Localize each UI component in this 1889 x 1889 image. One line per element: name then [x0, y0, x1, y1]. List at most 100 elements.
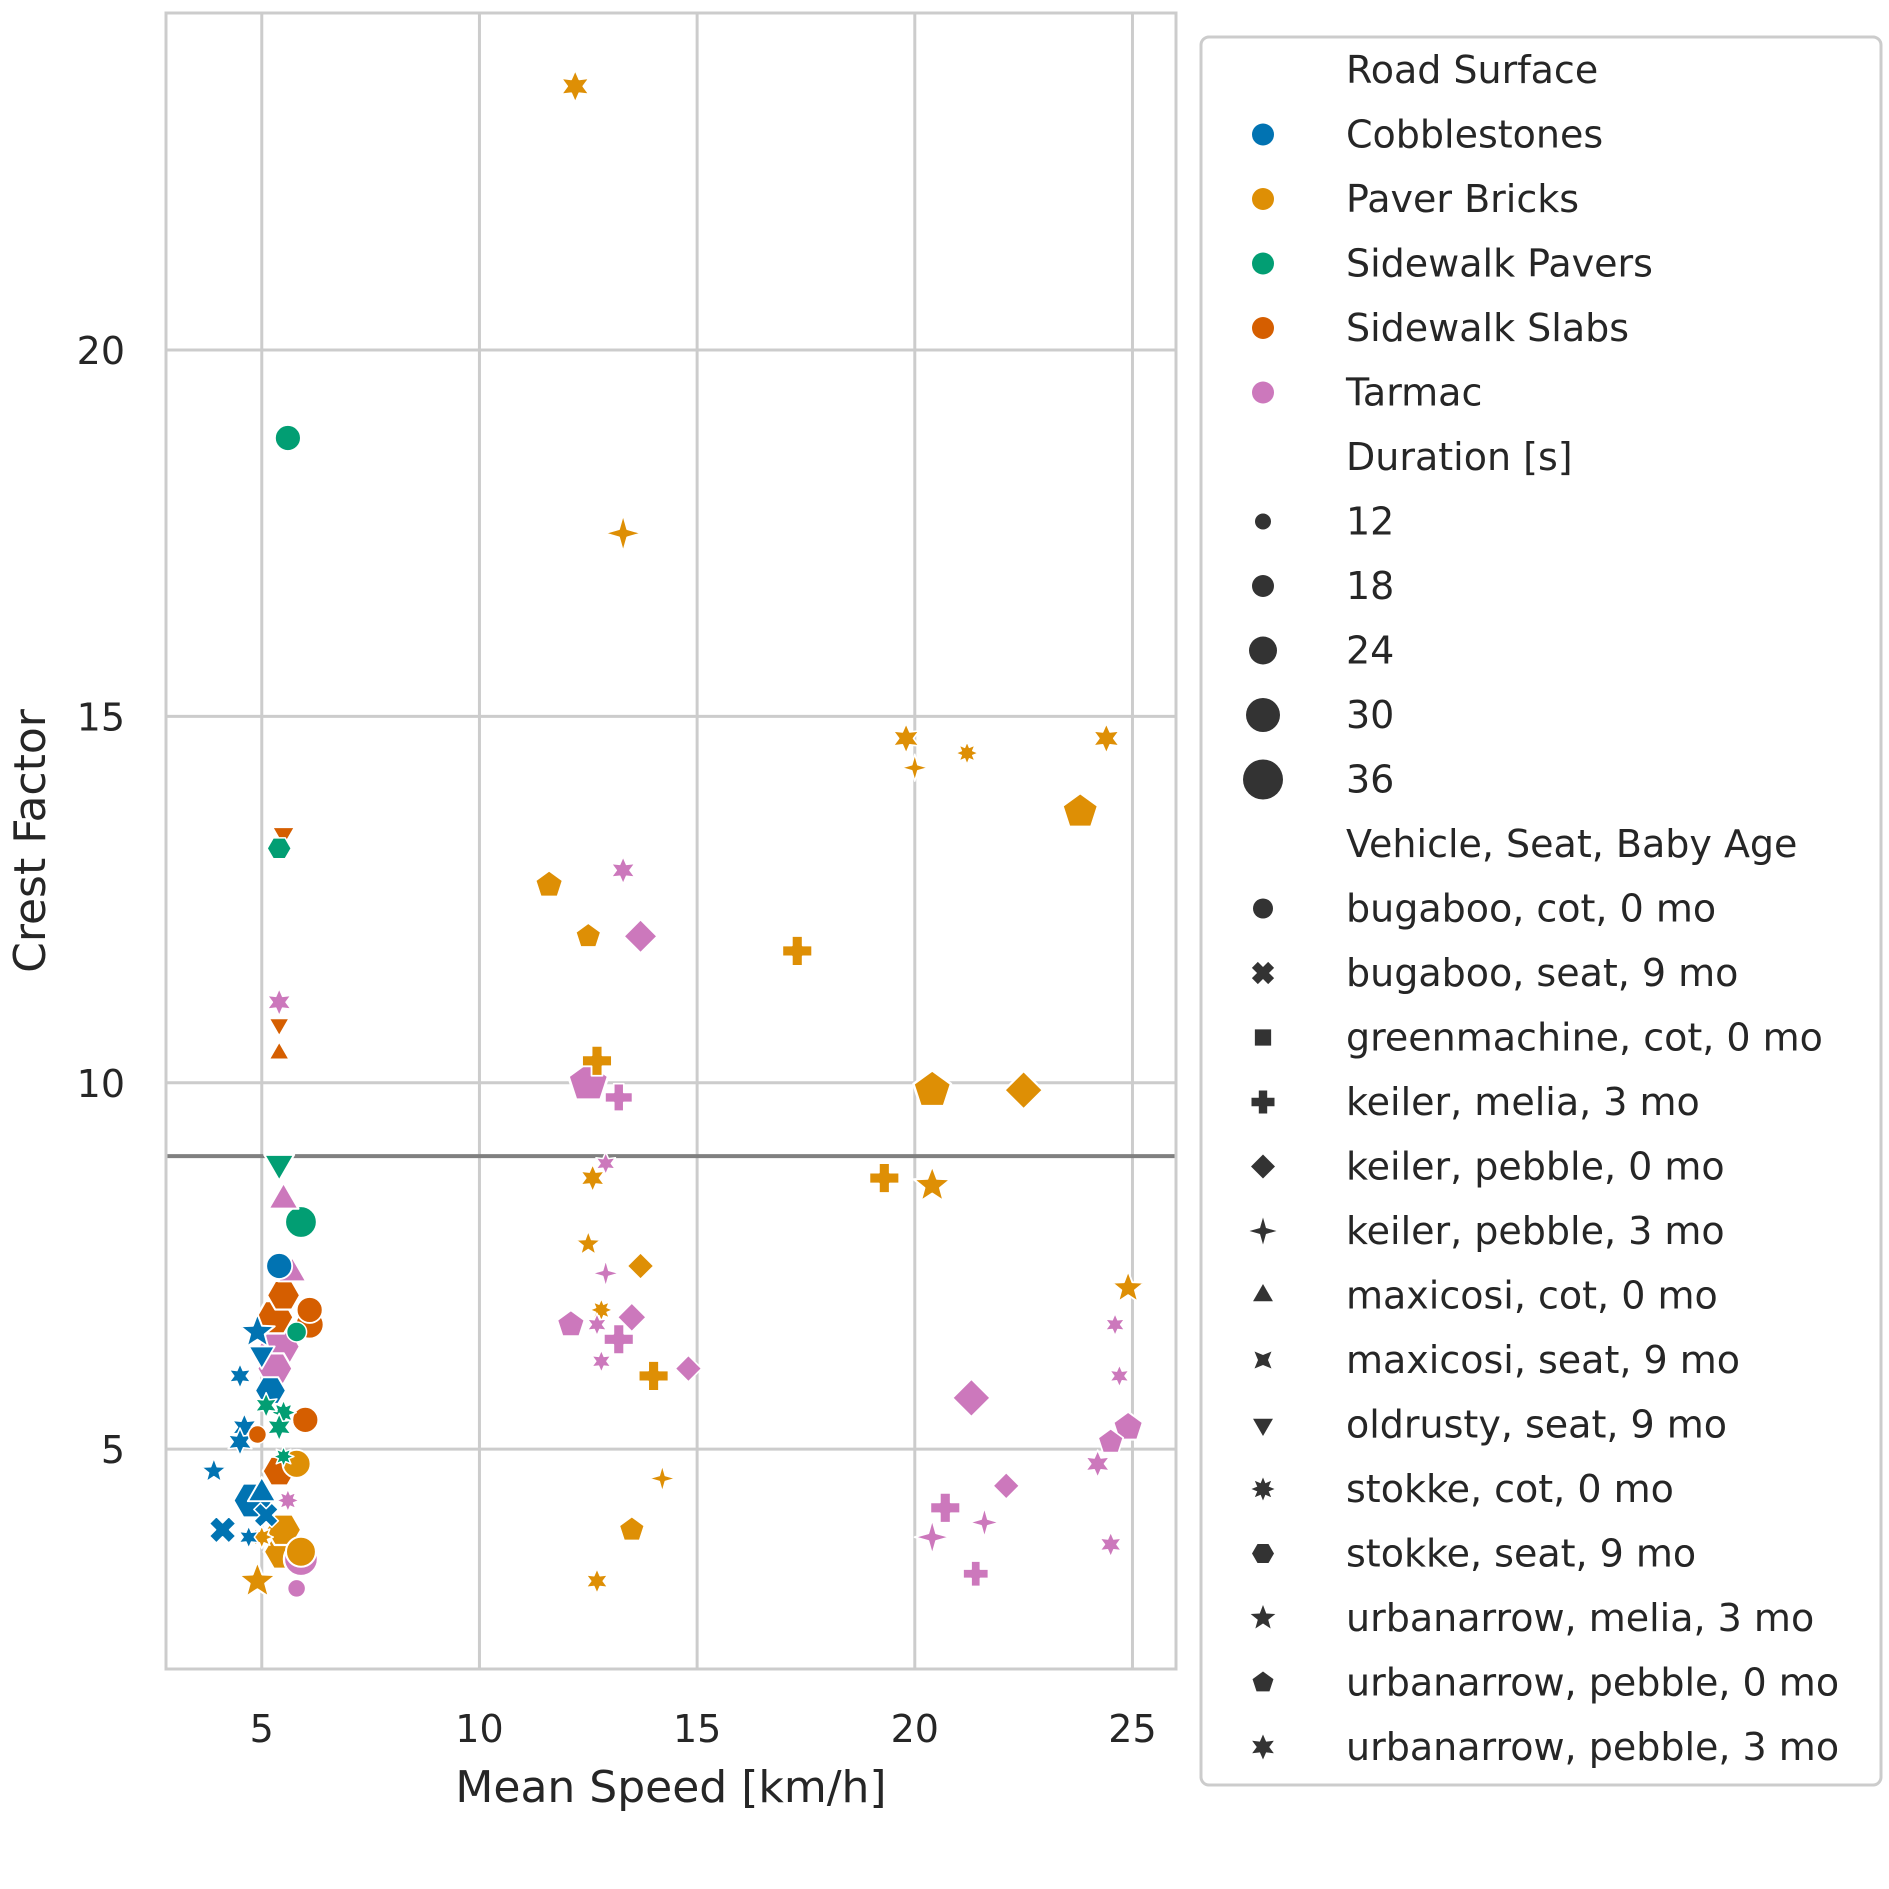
- legend-size-marker: [1252, 575, 1274, 597]
- data-point: [272, 1445, 295, 1468]
- legend-label: stokke, cot, 0 mo: [1346, 1467, 1674, 1511]
- legend-style-marker: [1249, 1217, 1277, 1245]
- data-point: [284, 1535, 318, 1568]
- data-point: [992, 1471, 1021, 1500]
- legend-label: 18: [1346, 564, 1394, 608]
- data-point: [254, 1391, 278, 1419]
- legend-size-marker: [1246, 698, 1280, 732]
- y-tick-label: 10: [77, 1062, 125, 1106]
- legend-marker: [1252, 317, 1274, 339]
- legend-style-marker: [1254, 1029, 1272, 1046]
- data-point: [591, 1259, 620, 1288]
- x-tick-label: 5: [250, 1707, 274, 1751]
- data-point: [610, 855, 636, 885]
- data-point: [900, 753, 930, 782]
- data-point: [247, 1424, 268, 1445]
- data-point: [1003, 1069, 1044, 1111]
- data-point: [263, 1153, 296, 1182]
- data-point: [574, 922, 602, 948]
- data-point: [265, 1252, 294, 1280]
- data-point: [283, 1204, 319, 1240]
- legend-title-road-surface: Road Surface: [1346, 48, 1598, 92]
- legend-style-marker: [1251, 1090, 1275, 1114]
- legend-label: 36: [1346, 758, 1394, 802]
- data-point: [238, 1525, 260, 1550]
- legend-style-marker: [1251, 1477, 1275, 1501]
- legend-label: 12: [1346, 500, 1394, 544]
- data-point: [929, 1491, 962, 1524]
- legend-title-duration: Duration [s]: [1346, 435, 1573, 479]
- x-tick-label: 15: [673, 1707, 721, 1751]
- legend-label: keiler, melia, 3 mo: [1346, 1080, 1700, 1124]
- legend-label: oldrusty, seat, 9 mo: [1346, 1403, 1727, 1447]
- data-point: [247, 1345, 276, 1370]
- data-point: [951, 1377, 992, 1419]
- data-point: [575, 1230, 602, 1256]
- grid-lines: [166, 13, 1176, 1669]
- data-point: [595, 1151, 617, 1176]
- legend-entries: Road Surface Cobblestones Paver Bricks Side…: [1243, 48, 1839, 1769]
- legend-style-marker: [1252, 1671, 1274, 1692]
- data-point: [868, 1162, 901, 1194]
- legend-label: urbanarrow, melia, 3 mo: [1346, 1596, 1814, 1640]
- legend-marker: [1252, 123, 1274, 146]
- x-tick-label: 10: [455, 1707, 503, 1751]
- legend-label: urbanarrow, pebble, 3 mo: [1346, 1725, 1839, 1769]
- data-point: [295, 1296, 324, 1324]
- data-point: [266, 1412, 292, 1442]
- legend-size-marker: [1255, 513, 1271, 530]
- data-point: [622, 918, 659, 955]
- legend-style-marker: [1253, 1418, 1273, 1436]
- y-tick-label: 5: [101, 1428, 125, 1472]
- legend-label: Tarmac: [1345, 371, 1482, 415]
- y-tick-label: 15: [77, 695, 125, 739]
- legend-marker: [1252, 188, 1274, 210]
- data-point: [637, 1360, 670, 1392]
- legend-label: keiler, pebble, 3 mo: [1346, 1209, 1725, 1253]
- data-point: [648, 1464, 677, 1493]
- data-point: [286, 1578, 307, 1599]
- data-point: [285, 1321, 308, 1343]
- data-point: [586, 1312, 608, 1337]
- data-point: [271, 826, 296, 848]
- legend-style-marker: [1251, 961, 1275, 985]
- y-tick-label: 20: [77, 329, 125, 373]
- data-point: [273, 424, 302, 452]
- legend-label: bugaboo, seat, 9 mo: [1346, 951, 1738, 995]
- data-point: [1097, 1427, 1125, 1454]
- legend-title-vehicle: Vehicle, Seat, Baby Age: [1346, 822, 1797, 866]
- data-point: [268, 1017, 290, 1037]
- legend-label: maxicosi, seat, 9 mo: [1346, 1338, 1740, 1382]
- data-point: [1084, 1449, 1111, 1479]
- data-point: [267, 1181, 300, 1210]
- data-point: [228, 1362, 252, 1390]
- legend-marker: [1252, 381, 1274, 404]
- plot-area-frame: [164, 11, 1178, 1671]
- data-point: [1104, 1312, 1126, 1337]
- data-point: [892, 722, 920, 755]
- legend-label: keiler, pebble, 0 mo: [1346, 1145, 1725, 1189]
- legend-style-marker: [1253, 898, 1273, 919]
- data-point: [674, 1354, 703, 1383]
- x-tick-label: 20: [891, 1707, 939, 1751]
- legend-frame: [1199, 35, 1883, 1787]
- data-point: [602, 1323, 635, 1356]
- legend-size-marker: [1243, 759, 1283, 800]
- legend-style-marker: [1250, 1605, 1276, 1629]
- data-point: [962, 1560, 990, 1588]
- chart-legend: Road Surface Cobblestones Paver Bricks Side…: [1199, 35, 1883, 1787]
- x-axis-ticks: 5 10 15 20 25: [250, 1707, 1157, 1751]
- data-points: [200, 69, 1146, 1599]
- data-point: [603, 513, 643, 554]
- legend-label: Sidewalk Pavers: [1346, 242, 1653, 286]
- data-point: [1061, 791, 1100, 829]
- data-point: [781, 935, 814, 967]
- data-point: [246, 1476, 277, 1503]
- legend-style-marker: [1252, 1543, 1274, 1564]
- legend-label: 24: [1346, 629, 1394, 673]
- data-point: [200, 1457, 227, 1483]
- data-point: [913, 1518, 951, 1556]
- data-point: [1112, 1410, 1144, 1441]
- legend-style-marker: [1252, 1734, 1274, 1760]
